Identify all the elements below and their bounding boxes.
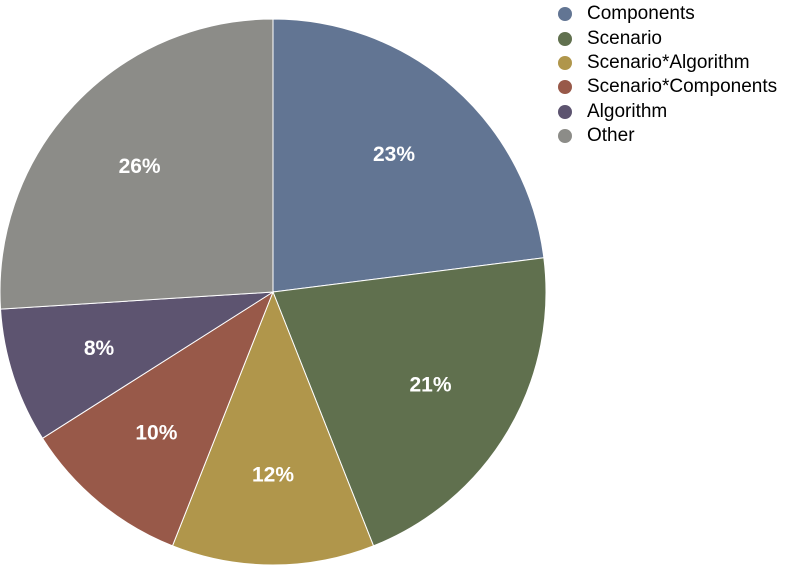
slice-label-scenario-algorithm: 12% [252,464,294,487]
slice-label-scenario: 21% [409,374,451,397]
legend-item-components: Components [558,2,777,26]
legend-item-algorithm: Algorithm [558,100,777,124]
pie-slice-components [272,18,545,293]
legend-label: Algorithm [587,100,668,122]
legend-swatch [558,55,572,70]
legend-label: Scenario [587,27,662,49]
pie-labels: 23% 21% 12% 10% 8% 26% [84,143,452,486]
legend-label: Components [587,3,695,25]
pie-slice-other [0,18,274,310]
slice-label-scenario-components: 10% [135,422,177,445]
pie-slice-algorithm [0,291,274,439]
pie-slice-scenario-components [41,290,275,547]
legend-swatch [558,80,572,95]
legend-swatch [558,7,572,22]
legend-item-scenario-algorithm: Scenario*Algorithm [558,51,777,75]
legend-label: Scenario*Components [587,76,778,98]
legend-swatch [558,104,572,119]
legend-item-scenario: Scenario [558,26,777,50]
slice-label-components: 23% [373,143,415,166]
pie-slice-scenario [272,257,547,547]
legend-label: Scenario*Algorithm [587,51,750,73]
legend-swatch [558,31,572,46]
legend-label: Other [587,125,635,147]
slice-label-other: 26% [119,155,161,178]
chart-legend: Components Scenario Scenario*Algorithm Scen… [558,2,777,148]
pie-slices [0,18,547,566]
legend-item-other: Other [558,124,777,148]
legend-item-scenario-components: Scenario*Components [558,75,777,99]
legend-swatch [558,129,572,144]
slice-label-algorithm: 8% [84,337,115,360]
pie-slice-scenario-algorithm [171,290,375,566]
